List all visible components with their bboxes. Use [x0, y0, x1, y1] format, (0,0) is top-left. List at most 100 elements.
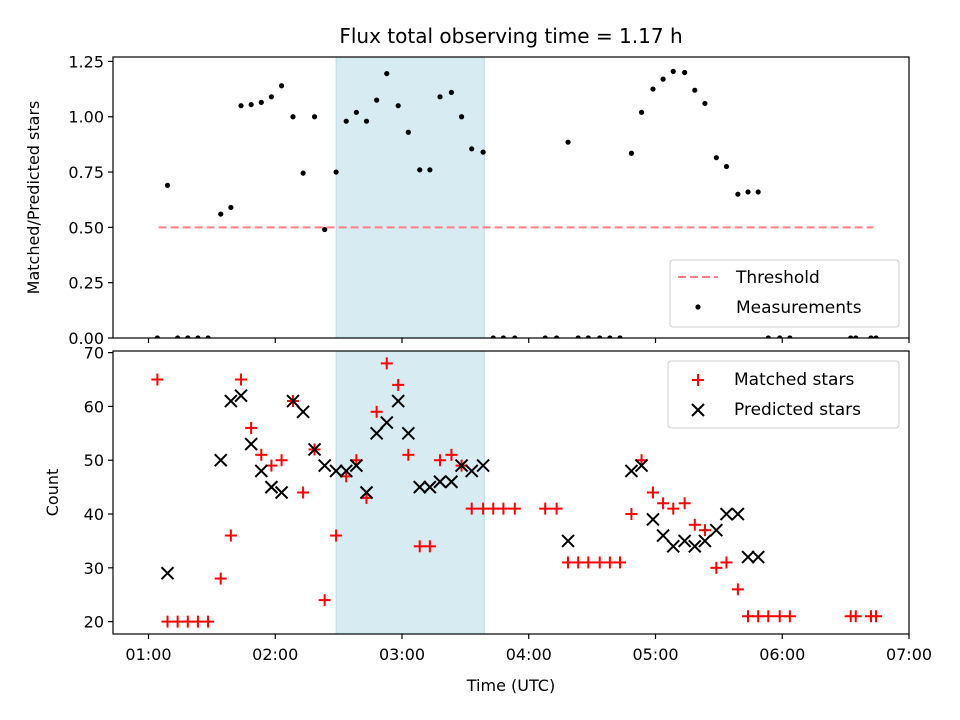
measurement-point	[723, 163, 730, 170]
matched-stars-point	[562, 556, 575, 569]
matched-stars-point	[202, 615, 215, 628]
matched-stars-point	[465, 502, 478, 515]
legend-matched-swatch	[692, 374, 704, 386]
matched-stars-point	[773, 610, 786, 623]
measurement-point	[384, 70, 390, 77]
x-tick-label: 06:00	[759, 645, 805, 664]
legend-frame	[667, 360, 900, 429]
measurement-point	[322, 226, 328, 233]
matched-stars-point	[710, 561, 723, 574]
measurement-point	[417, 167, 423, 173]
measurement-point	[195, 335, 201, 338]
matched-stars-point	[593, 556, 606, 569]
predicted-stars-point	[401, 426, 416, 441]
measurement-point	[205, 335, 211, 338]
predicted-stars-point	[214, 453, 228, 467]
measurement-point	[448, 89, 455, 96]
y-tick-label: 0.25	[68, 274, 104, 293]
matched-stars-point	[497, 502, 510, 515]
predicted-stars-point	[634, 458, 649, 473]
y-tick-label: 70	[84, 344, 104, 363]
predicted-stars-point	[359, 485, 374, 500]
matched-stars-point	[171, 615, 184, 628]
matched-stars-point	[191, 615, 204, 628]
observing-window-span	[335, 56, 485, 339]
predicted-stars-point	[433, 475, 447, 489]
matched-stars-point	[849, 610, 862, 623]
predicted-stars-point	[646, 512, 660, 527]
predicted-stars-point	[423, 480, 437, 494]
predicted-stars-point	[561, 534, 575, 548]
matched-stars-point	[245, 421, 258, 434]
measurement-point	[258, 99, 264, 105]
chart-title: Flux total observing time = 1.17 h	[339, 24, 682, 48]
predicted-stars-point	[413, 480, 427, 494]
measurement-point	[755, 189, 761, 195]
measurement-point	[490, 335, 496, 338]
predicted-stars-point	[307, 442, 322, 457]
predicted-stars-point	[731, 507, 745, 521]
measurement-point	[395, 103, 401, 109]
measurement-point	[638, 109, 645, 115]
measurement-point	[565, 139, 571, 145]
matched-stars-point	[413, 540, 426, 553]
predicted-stars-point	[349, 458, 364, 473]
measurement-point	[777, 335, 783, 338]
x-tick-label: 07:00	[886, 645, 932, 664]
measurement-point	[300, 170, 306, 176]
measurement-point	[278, 83, 285, 89]
measurement-point	[353, 109, 359, 115]
matched-stars-point	[657, 497, 670, 510]
predicted-stars-point	[677, 534, 692, 548]
predicted-stars-point	[391, 394, 405, 408]
measurement-point	[617, 335, 623, 338]
predicted-stars-point	[317, 458, 332, 473]
x-axis-label: Time (UTC)	[466, 676, 555, 695]
measurement-point	[542, 335, 548, 338]
y-tick-label: 1.00	[68, 108, 104, 127]
predicted-stars-point	[274, 485, 289, 500]
measurement-point	[164, 182, 171, 188]
predicted-stars-point	[296, 405, 310, 419]
matched-stars-point	[380, 357, 393, 370]
matched-stars-point	[550, 502, 563, 515]
matched-stars-point	[402, 448, 415, 461]
data-marks	[151, 357, 883, 628]
matched-stars-point	[742, 610, 755, 623]
legend-measurements-label: Measurements	[736, 298, 862, 318]
predicted-stars-point	[339, 464, 353, 478]
x-tick-label: 04:00	[506, 645, 552, 664]
measurement-point	[290, 114, 296, 120]
measurement-point	[735, 191, 741, 197]
x-tick-label: 05:00	[632, 645, 678, 664]
matched-stars-point	[646, 486, 659, 499]
measurement-point	[787, 335, 793, 338]
measurement-point	[713, 155, 719, 161]
matched-stars-point	[330, 529, 343, 542]
predicted-stars-point	[666, 539, 680, 554]
matched-stars-point	[870, 610, 883, 623]
legend-predicted-swatch	[691, 403, 705, 417]
measurement-point	[554, 335, 560, 338]
predicted-stars-point	[254, 464, 269, 478]
measurement-point	[374, 97, 380, 103]
count-legend: Matched stars Predicted stars	[667, 360, 900, 429]
measurement-point	[853, 335, 859, 338]
predicted-stars-point	[751, 550, 765, 564]
matched-stars-point	[720, 556, 733, 569]
predicted-stars-point	[329, 464, 343, 478]
predicted-stars-point	[464, 464, 479, 478]
matched-stars-point	[275, 454, 288, 467]
matched-stars-point	[445, 448, 458, 461]
predicted-stars-point	[264, 480, 279, 494]
measurement-point	[585, 335, 591, 338]
measurement-point	[597, 335, 603, 338]
predicted-stars-point	[741, 550, 755, 564]
predicted-stars-point	[444, 475, 459, 489]
predicted-stars-point	[224, 394, 238, 408]
measurement-point	[868, 335, 874, 338]
matched-stars-point	[318, 594, 331, 607]
matched-stars-point	[762, 610, 775, 623]
y-tick-label: 0.00	[68, 329, 104, 348]
